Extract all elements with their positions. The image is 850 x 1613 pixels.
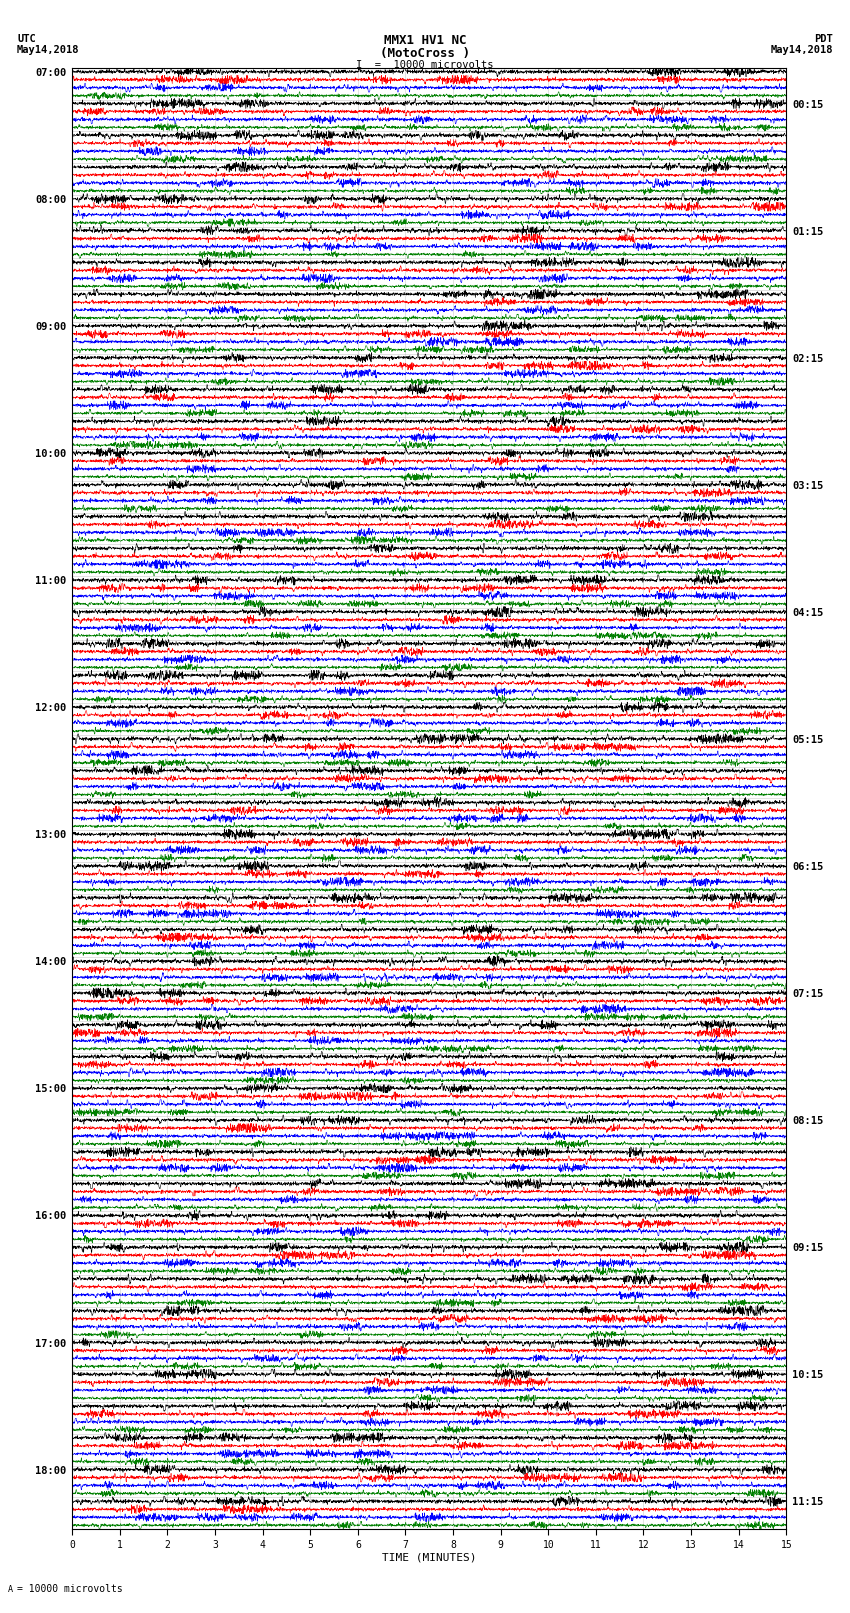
Text: 13:00: 13:00 [36, 831, 66, 840]
Text: 05:15: 05:15 [792, 736, 823, 745]
Text: 01:15: 01:15 [792, 226, 823, 237]
Text: 08:00: 08:00 [36, 195, 66, 205]
X-axis label: TIME (MINUTES): TIME (MINUTES) [382, 1552, 477, 1563]
Text: 06:15: 06:15 [792, 861, 823, 873]
Text: 04:15: 04:15 [792, 608, 823, 618]
Text: May14,2018: May14,2018 [770, 45, 833, 55]
Text: 14:00: 14:00 [36, 957, 66, 968]
Text: I  =  10000 microvolts: I = 10000 microvolts [356, 60, 494, 69]
Text: (MotoCross ): (MotoCross ) [380, 47, 470, 60]
Text: 11:00: 11:00 [36, 576, 66, 586]
Text: May14,2018: May14,2018 [17, 45, 80, 55]
Text: 11:15: 11:15 [792, 1497, 823, 1508]
Text: 09:15: 09:15 [792, 1244, 823, 1253]
Text: 02:15: 02:15 [792, 353, 823, 363]
Text: 07:15: 07:15 [792, 989, 823, 998]
Text: 10:15: 10:15 [792, 1371, 823, 1381]
Text: = 10000 microvolts: = 10000 microvolts [17, 1584, 122, 1594]
Text: MMX1 HV1 NC: MMX1 HV1 NC [383, 34, 467, 47]
Text: PDT: PDT [814, 34, 833, 44]
Text: UTC: UTC [17, 34, 36, 44]
Text: 00:15: 00:15 [792, 100, 823, 110]
Text: 15:00: 15:00 [36, 1084, 66, 1094]
Text: 10:00: 10:00 [36, 448, 66, 460]
Text: 03:15: 03:15 [792, 481, 823, 490]
Text: 17:00: 17:00 [36, 1339, 66, 1348]
Text: 12:00: 12:00 [36, 703, 66, 713]
Text: A: A [8, 1584, 13, 1594]
Text: 07:00: 07:00 [36, 68, 66, 77]
Text: 08:15: 08:15 [792, 1116, 823, 1126]
Text: 09:00: 09:00 [36, 323, 66, 332]
Text: 16:00: 16:00 [36, 1211, 66, 1221]
Text: 18:00: 18:00 [36, 1466, 66, 1476]
